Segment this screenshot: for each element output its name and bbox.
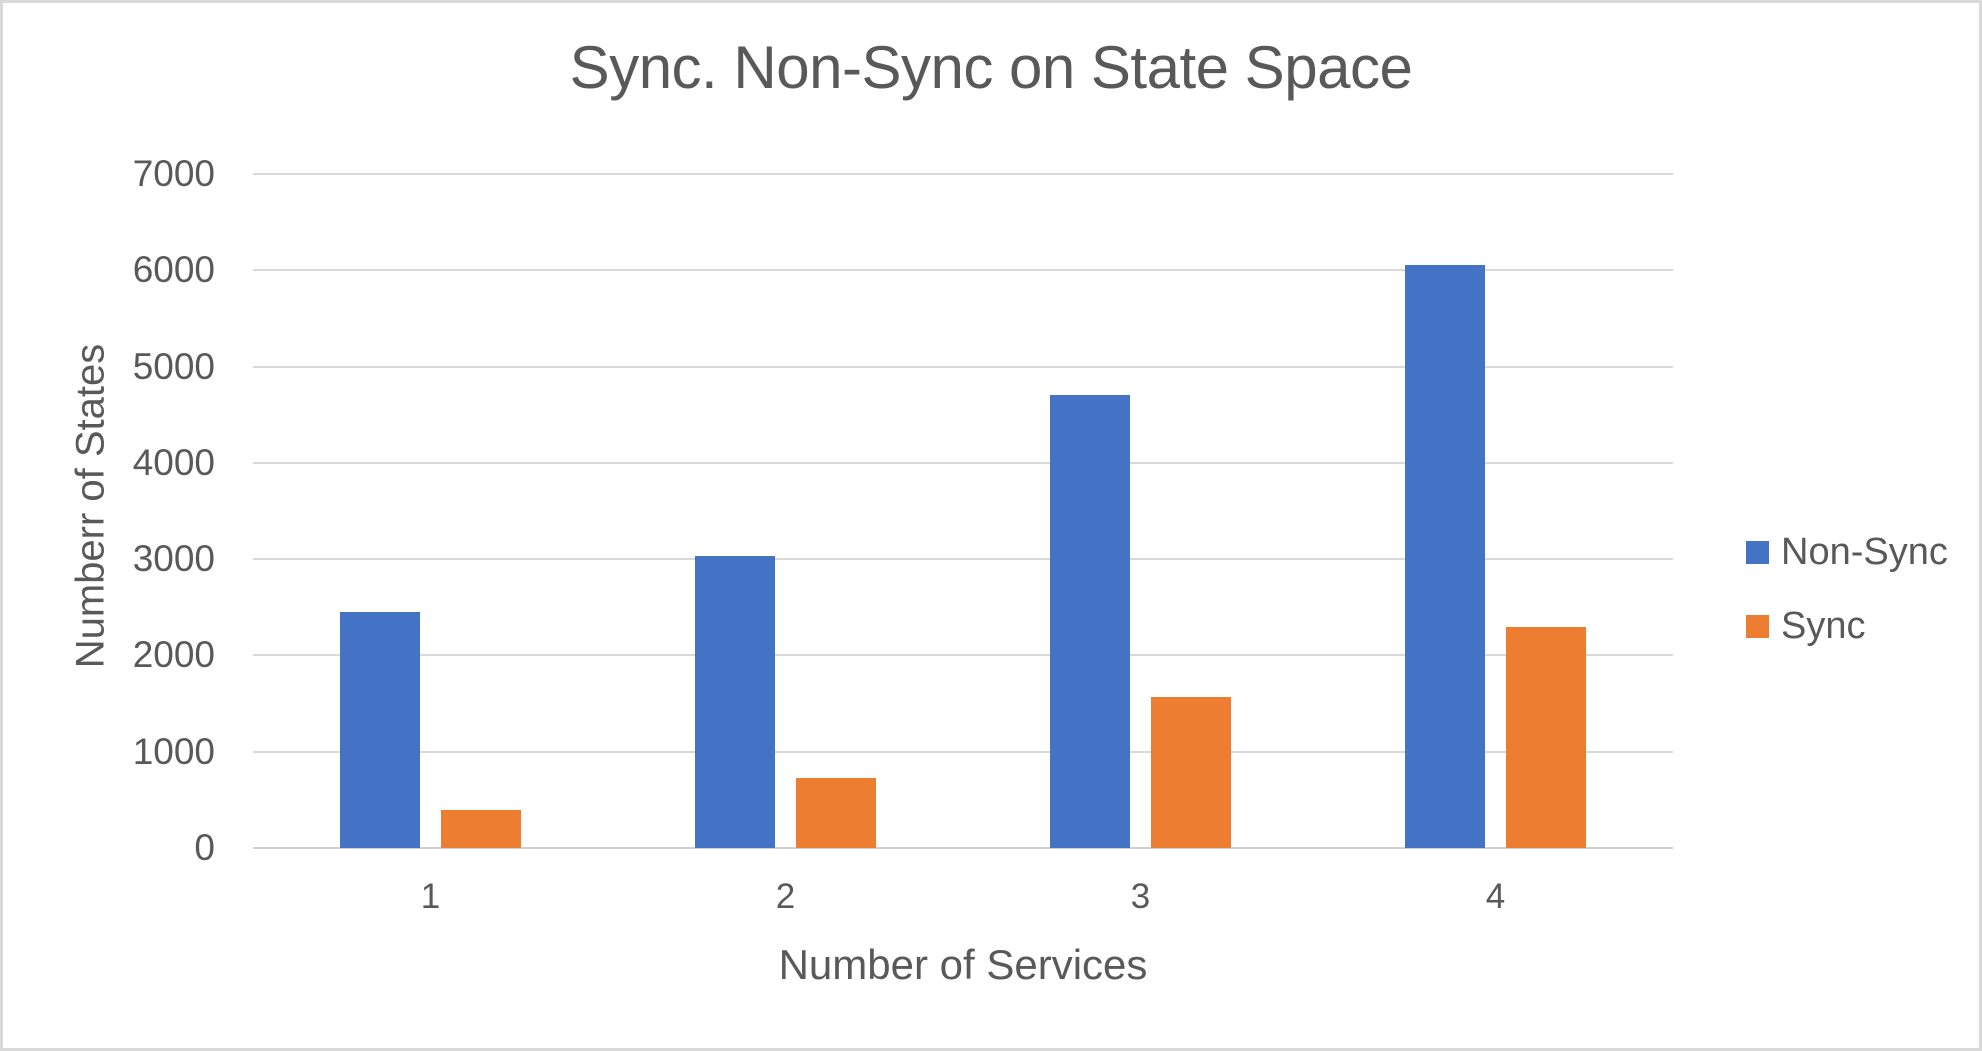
legend-swatch-non-sync	[1746, 540, 1769, 564]
gridline-6000	[253, 269, 1673, 272]
gridline-0	[253, 847, 1673, 849]
y-tick-label-2000: 2000	[132, 634, 215, 676]
gridline-5000	[253, 365, 1673, 368]
gridline-4000	[253, 461, 1673, 464]
bar-sync-category-4	[1506, 626, 1586, 848]
x-axis-title: Number of Services	[778, 941, 1148, 988]
y-tick-label-4000: 4000	[132, 441, 215, 483]
gridline-3000	[253, 558, 1673, 561]
bar-sync-category-2	[796, 777, 876, 848]
legend: Non-Sync Sync	[1746, 529, 1948, 677]
bar-sync-category-3	[1151, 696, 1231, 848]
chart-title: Sync. Non-Sync on State Space	[569, 34, 1413, 101]
bar-sync-category-1	[441, 810, 521, 848]
x-tick-label-3: 3	[1130, 877, 1151, 916]
bar-non-sync-category-1	[340, 612, 420, 848]
legend-swatch-sync	[1746, 614, 1769, 638]
y-tick-label-0: 0	[194, 827, 215, 868]
legend-item-sync: Sync	[1746, 603, 1948, 649]
y-tick-label-1000: 1000	[132, 730, 215, 772]
y-tick-label-5000: 5000	[132, 345, 215, 387]
x-tick-label-1: 1	[420, 877, 441, 916]
y-tick-label-6000: 6000	[132, 249, 215, 291]
x-tick-label-4: 4	[1485, 877, 1506, 916]
bar-non-sync-category-4	[1405, 265, 1485, 848]
bar-non-sync-category-2	[695, 556, 775, 848]
x-tick-label-2: 2	[775, 877, 796, 916]
legend-label-non-sync: Non-Sync	[1781, 530, 1948, 573]
bar-non-sync-category-3	[1050, 395, 1130, 848]
legend-item-non-sync: Non-Sync	[1746, 529, 1948, 575]
legend-label-sync: Sync	[1781, 604, 1866, 647]
plot-area	[253, 173, 1673, 849]
y-tick-label-3000: 3000	[132, 538, 215, 580]
y-tick-label-7000: 7000	[132, 153, 215, 194]
gridline-1000	[253, 750, 1673, 753]
y-axis-title: Numberr of States	[68, 343, 113, 669]
gridline-7000	[253, 173, 1673, 175]
gridline-2000	[253, 654, 1673, 657]
